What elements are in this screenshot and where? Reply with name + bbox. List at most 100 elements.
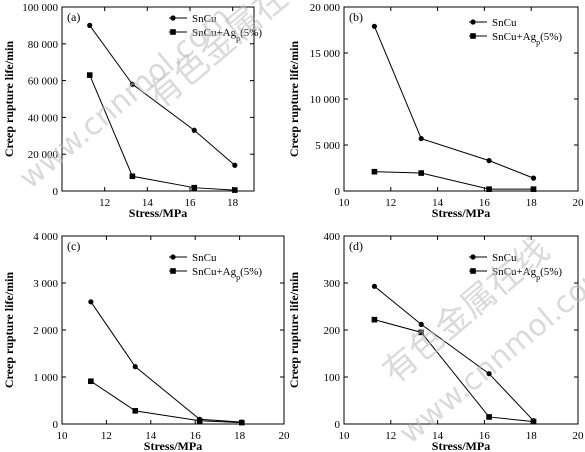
chart-2-legend-label: SnCu bbox=[192, 252, 217, 264]
chart-2-legend-marker bbox=[170, 268, 176, 274]
chart-1-ylabel: Creep rupture life/min bbox=[287, 41, 301, 158]
chart-3-legend-label-suffix: (5%) bbox=[540, 266, 562, 278]
chart-1-xtick-label: 16 bbox=[479, 197, 491, 209]
chart-1-legend-marker bbox=[470, 19, 476, 25]
chart-3-xtick-label: 10 bbox=[339, 430, 351, 442]
chart-2-panel: 10 12 14 16 18 20 0 1 000 2 000 3 000 4 000 Stress/… bbox=[2, 231, 290, 452]
chart-0-ytick-label: 100 000 bbox=[22, 2, 58, 14]
chart-1-legend-label-sub: p bbox=[536, 38, 540, 47]
chart-1-legend-label-suffix: (5%) bbox=[540, 31, 562, 43]
chart-1-series-0-point bbox=[371, 23, 378, 29]
chart-1-panel: 10 12 14 16 18 20 0 5 000 10 000 15 000 20 000 Stre… bbox=[287, 2, 584, 220]
chart-3-ytick-label: 200 bbox=[324, 325, 341, 337]
chart-0-series-1-point bbox=[129, 173, 136, 180]
chart-1-series-0-point bbox=[486, 158, 492, 164]
chart-1-xtick-label: 10 bbox=[339, 197, 351, 209]
chart-1-ytick-label: 20 000 bbox=[310, 2, 341, 14]
chart-0-series-0-line bbox=[89, 25, 236, 166]
chart-1-legend-label: SnCu bbox=[492, 17, 517, 29]
chart-2-legend-label-sub: p bbox=[236, 273, 240, 282]
chart-3-legend-label-name: SnCu bbox=[492, 252, 517, 264]
chart-2-ytick-label: 2 000 bbox=[33, 325, 58, 337]
chart-0-series-1-point bbox=[232, 187, 238, 193]
chart-2-ytick-label: 4 000 bbox=[33, 231, 58, 243]
chart-0-series-0-point bbox=[232, 162, 238, 168]
chart-1-series-1-line bbox=[374, 171, 534, 190]
chart-2-legend-entry-1: SnCu+Agp(5%) bbox=[169, 266, 262, 282]
chart-0-series-1-point bbox=[191, 184, 198, 191]
chart-1-ytick-label: 15 000 bbox=[310, 48, 341, 60]
chart-0-ytick-label: 60 000 bbox=[28, 76, 59, 88]
chart-2-ytick-label: 0 bbox=[53, 419, 59, 431]
chart-1-ytick-label: 0 bbox=[335, 186, 341, 198]
chart-2-xtick-label: 10 bbox=[57, 430, 69, 442]
chart-2-series-1-point bbox=[132, 408, 139, 414]
chart-2-ytick-label: 1 000 bbox=[33, 372, 58, 384]
chart-0-legend-marker bbox=[170, 29, 176, 35]
chart-3-series-0-point bbox=[486, 371, 492, 377]
chart-0-legend-label: SnCu+Agp(5%) bbox=[192, 27, 262, 43]
chart-3-legend-marker bbox=[470, 268, 476, 274]
chart-1-legend-label-name: SnCu bbox=[492, 17, 517, 29]
chart-0-ytick-label: 20 000 bbox=[28, 149, 59, 161]
chart-2-series-0-point bbox=[132, 364, 138, 370]
chart-2-xtick-label: 16 bbox=[190, 430, 202, 442]
chart-3-legend-label-name: SnCu+Ag bbox=[492, 266, 537, 278]
chart-0-legend-label-suffix: (5%) bbox=[240, 27, 262, 39]
chart-1-series-0-point bbox=[530, 175, 537, 181]
chart-2-xtick-label: 14 bbox=[145, 430, 157, 442]
chart-0-xtick-label: 16 bbox=[185, 197, 197, 209]
chart-3-ytick-label: 400 bbox=[324, 231, 341, 243]
chart-2-series-1-point bbox=[239, 419, 245, 426]
chart-1-series-1-point bbox=[371, 168, 378, 175]
chart-0-xtick-label: 12 bbox=[99, 197, 110, 209]
chart-2-legend-entry-0: SnCu bbox=[169, 252, 217, 264]
chart-3-series-0-point bbox=[418, 321, 424, 327]
chart-2-legend-label-name: SnCu+Ag bbox=[192, 266, 237, 278]
chart-3-legend-marker bbox=[470, 254, 476, 260]
chart-0-series-0-point bbox=[191, 127, 197, 133]
chart-3-panel-tag: (d) bbox=[349, 239, 363, 253]
chart-3-legend-label-sub: p bbox=[536, 273, 540, 282]
chart-2-xlabel: Stress/MPa bbox=[144, 439, 202, 452]
chart-0-legend-label: SnCu bbox=[192, 13, 217, 25]
chart-0-legend-label-name: SnCu bbox=[192, 13, 217, 25]
chart-1-xlabel: Stress/MPa bbox=[432, 206, 490, 220]
chart-3-series-1-line bbox=[374, 319, 534, 423]
chart-3-legend-label: SnCu bbox=[492, 252, 517, 264]
chart-1-series-1-point bbox=[486, 186, 492, 192]
chart-1-ytick-label: 10 000 bbox=[310, 94, 341, 106]
chart-0-legend-label-name: SnCu+Ag bbox=[192, 27, 237, 39]
chart-0-xtick-label: 14 bbox=[142, 197, 154, 209]
chart-3-series-0-point bbox=[371, 283, 378, 289]
chart-3-series-0-line bbox=[374, 285, 534, 422]
chart-2-series-1-point bbox=[88, 378, 94, 385]
chart-2-legend-label: SnCu+Agp(5%) bbox=[192, 266, 262, 282]
chart-0-ytick-label: 40 000 bbox=[28, 112, 59, 124]
chart-2-legend-label-suffix: (5%) bbox=[240, 266, 262, 278]
chart-1-series-0 bbox=[371, 23, 537, 181]
chart-0-series-0-point bbox=[87, 22, 93, 28]
chart-2-series-0-line bbox=[90, 301, 242, 423]
chart-1-xtick-label: 18 bbox=[526, 197, 538, 209]
chart-3-ytick-label: 300 bbox=[324, 278, 341, 290]
chart-1-xtick-label: 14 bbox=[432, 197, 444, 209]
chart-1-series-0-point bbox=[418, 135, 424, 142]
chart-0-legend-entry-0: SnCu bbox=[169, 13, 217, 25]
chart-3-ytick-label: 100 bbox=[324, 372, 341, 384]
chart-1-xtick-label: 12 bbox=[385, 197, 396, 209]
chart-3-xtick-label: 14 bbox=[432, 430, 444, 442]
chart-2-xtick-label: 12 bbox=[101, 430, 112, 442]
chart-3-series-1 bbox=[371, 316, 537, 425]
chart-1-legend-entry-0: SnCu bbox=[469, 17, 517, 29]
chart-2-ytick-label: 3 000 bbox=[33, 278, 58, 290]
chart-3-legend-entry-0: SnCu bbox=[469, 252, 517, 264]
chart-3-xtick-label: 20 bbox=[573, 430, 585, 442]
chart-0-xlabel: Stress/MPa bbox=[129, 206, 187, 220]
chart-3-series-1-point bbox=[418, 329, 425, 336]
chart-3-legend-label: SnCu+Agp(5%) bbox=[492, 266, 562, 282]
chart-1-panel-tag: (b) bbox=[349, 10, 363, 24]
chart-0-series-1 bbox=[86, 72, 238, 193]
chart-3-xtick-label: 18 bbox=[526, 430, 538, 442]
chart-1-legend-label-name: SnCu+Ag bbox=[492, 31, 537, 43]
